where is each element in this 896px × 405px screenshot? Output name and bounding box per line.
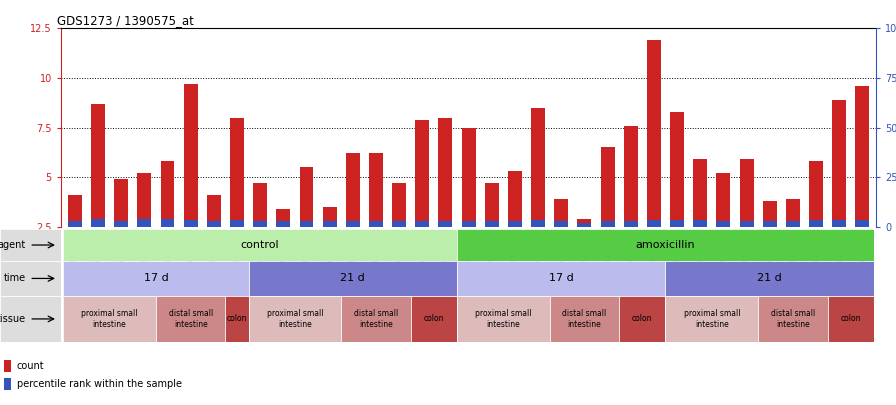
Text: tissue: tissue — [0, 314, 26, 324]
Bar — [230, 220, 244, 227]
Bar — [670, 220, 684, 227]
Bar — [137, 173, 151, 227]
Bar — [578, 219, 591, 227]
Bar — [600, 221, 615, 227]
Bar — [531, 108, 545, 227]
Bar — [647, 40, 661, 227]
Text: amoxicillin: amoxicillin — [635, 240, 695, 250]
Bar — [555, 199, 568, 227]
Bar — [369, 221, 383, 227]
Bar — [600, 147, 615, 227]
Bar — [856, 220, 869, 227]
Bar — [68, 221, 82, 227]
Text: distal small
intestine: distal small intestine — [168, 309, 212, 328]
Bar — [230, 117, 244, 227]
Text: distal small
intestine: distal small intestine — [563, 309, 607, 328]
Bar — [276, 209, 290, 227]
Text: proximal small
intestine: proximal small intestine — [475, 309, 531, 328]
Bar — [299, 167, 314, 227]
Text: 17 d: 17 d — [143, 273, 168, 283]
Bar — [299, 221, 314, 227]
Bar — [485, 221, 499, 227]
Bar — [694, 220, 707, 227]
Bar — [276, 221, 290, 227]
Bar — [717, 221, 730, 227]
Bar — [114, 221, 128, 227]
Bar — [114, 179, 128, 227]
Bar — [346, 153, 359, 227]
Bar — [137, 219, 151, 227]
Bar — [392, 183, 406, 227]
Text: percentile rank within the sample: percentile rank within the sample — [17, 379, 182, 389]
Bar — [323, 207, 337, 227]
Text: proximal small
intestine: proximal small intestine — [82, 309, 138, 328]
Text: proximal small
intestine: proximal small intestine — [267, 309, 323, 328]
Bar — [416, 119, 429, 227]
Bar — [786, 221, 800, 227]
Text: colon: colon — [840, 314, 861, 324]
Bar — [694, 159, 707, 227]
Text: distal small
intestine: distal small intestine — [354, 309, 398, 328]
Bar — [624, 221, 638, 227]
Text: colon: colon — [227, 314, 247, 324]
Bar — [207, 221, 220, 227]
Bar — [461, 128, 476, 227]
Bar — [832, 100, 846, 227]
Bar — [369, 153, 383, 227]
Bar — [856, 86, 869, 227]
Text: agent: agent — [0, 240, 26, 250]
Bar — [485, 183, 499, 227]
Bar — [555, 221, 568, 227]
Bar — [91, 104, 105, 227]
Text: 17 d: 17 d — [549, 273, 573, 283]
Bar — [739, 159, 754, 227]
Text: distal small
intestine: distal small intestine — [771, 309, 815, 328]
Bar — [762, 221, 777, 227]
Bar — [809, 220, 823, 227]
Text: colon: colon — [632, 314, 652, 324]
Bar — [160, 161, 175, 227]
Bar — [762, 201, 777, 227]
Bar — [461, 221, 476, 227]
Bar — [739, 221, 754, 227]
Bar — [508, 171, 521, 227]
Bar — [809, 161, 823, 227]
Bar — [4, 378, 12, 390]
Bar — [184, 220, 198, 227]
Bar — [392, 221, 406, 227]
Bar — [578, 223, 591, 227]
Bar — [786, 199, 800, 227]
Bar — [4, 360, 12, 372]
Bar — [647, 220, 661, 227]
Bar — [832, 220, 846, 227]
Bar — [438, 117, 452, 227]
Text: colon: colon — [424, 314, 444, 324]
Text: 21 d: 21 d — [340, 273, 366, 283]
Bar — [670, 112, 684, 227]
Text: proximal small
intestine: proximal small intestine — [684, 309, 740, 328]
Bar — [184, 84, 198, 227]
Text: time: time — [4, 273, 26, 283]
Bar — [68, 195, 82, 227]
Text: control: control — [241, 240, 280, 250]
Text: count: count — [17, 361, 45, 371]
Bar — [531, 220, 545, 227]
Bar — [323, 221, 337, 227]
Bar — [254, 183, 267, 227]
Bar — [91, 219, 105, 227]
Bar — [160, 219, 175, 227]
Text: GDS1273 / 1390575_at: GDS1273 / 1390575_at — [56, 14, 194, 27]
Text: 21 d: 21 d — [757, 273, 782, 283]
Bar — [508, 221, 521, 227]
Bar — [207, 195, 220, 227]
Bar — [416, 221, 429, 227]
Bar — [624, 126, 638, 227]
Bar — [438, 221, 452, 227]
Bar — [346, 221, 359, 227]
Bar — [717, 173, 730, 227]
Bar — [254, 221, 267, 227]
